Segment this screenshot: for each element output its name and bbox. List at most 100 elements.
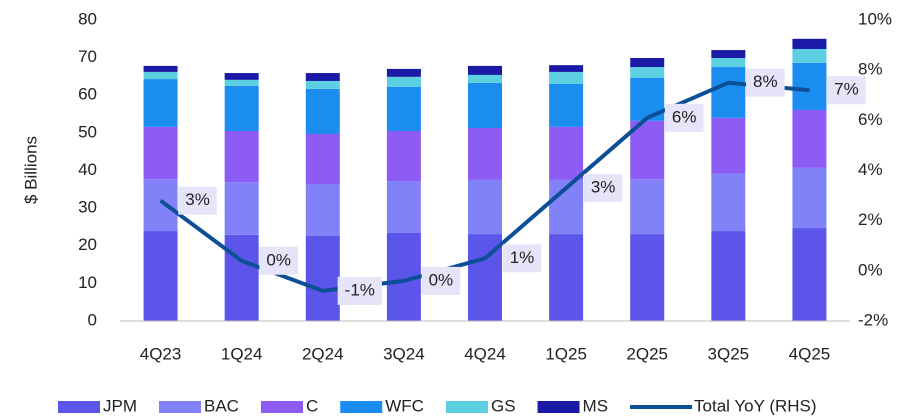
legend-swatch (260, 401, 303, 413)
bar-segment (711, 67, 746, 118)
x-tick-label: 2Q24 (302, 344, 344, 363)
data-label-text: 1% (510, 248, 535, 267)
bar-segment (305, 73, 340, 81)
data-label-box (664, 103, 704, 132)
data-label-text: 3% (185, 190, 210, 209)
data-label-text: 0% (429, 270, 454, 289)
legend-label: Total YoY (RHS) (694, 396, 817, 415)
y-tick-label: 70 (78, 47, 97, 66)
data-label-text: 3% (591, 178, 616, 197)
y-tick-label: 40 (78, 160, 97, 179)
legend-label: JPM (103, 396, 137, 415)
bar-segment (792, 228, 827, 321)
bar-segment (792, 109, 827, 168)
bar-segment (143, 71, 178, 80)
legend-swatch (537, 401, 580, 413)
y2-tick-label: 6% (858, 110, 883, 129)
legend-label: GS (491, 396, 516, 415)
bar-segment (792, 167, 827, 229)
bar-segment (792, 38, 827, 49)
bar-segment (224, 130, 259, 183)
bar-segment (468, 74, 502, 83)
legend-swatch (340, 401, 383, 413)
bar-segment (386, 181, 421, 233)
data-label-box (337, 276, 382, 305)
y-tick-label: 20 (78, 235, 97, 254)
bar-segment (305, 88, 340, 135)
legend-label: WFC (385, 396, 424, 415)
data-label-box (746, 68, 785, 97)
legend-label: C (306, 396, 318, 415)
bar-segment (386, 86, 421, 131)
x-tick-label: 1Q25 (545, 344, 587, 363)
bar-segment (143, 79, 178, 127)
bar-segment (224, 182, 259, 235)
data-label: 3% (178, 186, 217, 215)
y-axis-title: $ Billions (21, 136, 40, 204)
data-label: 7% (827, 76, 866, 105)
bar-segment (143, 65, 178, 72)
legend-swatch (445, 401, 488, 413)
data-label-box (421, 266, 461, 295)
bar-segment (224, 85, 259, 131)
y2-tick-label: 8% (858, 60, 883, 79)
bar-segment (792, 48, 827, 63)
bar-segment (468, 179, 502, 235)
data-label-text: 7% (834, 80, 859, 99)
y2-tick-label: 4% (858, 160, 883, 179)
legend-label: BAC (204, 396, 239, 415)
legend-label: MS (583, 396, 609, 415)
bar-segment (549, 126, 584, 180)
bar-segment (549, 65, 584, 72)
data-label: 0% (259, 246, 298, 275)
y-tick-label: 0 (88, 310, 97, 329)
bar-segment (468, 127, 502, 180)
y-tick-label: 80 (78, 9, 97, 28)
data-label: 6% (664, 103, 704, 132)
data-label-box (502, 244, 542, 273)
y2-tick-label: -2% (858, 310, 888, 329)
bar-segment (224, 73, 259, 80)
bar-segment (792, 62, 827, 110)
data-label-text: 6% (672, 107, 697, 126)
bar-segment (711, 117, 746, 174)
data-label: 1% (502, 244, 542, 273)
bar-segment (386, 130, 421, 182)
data-label-text: 0% (266, 250, 291, 269)
bar-segment (630, 234, 665, 321)
y2-tick-label: 10% (858, 9, 892, 28)
x-tick-label: 4Q23 (140, 344, 182, 363)
bar-segment (711, 58, 746, 68)
bar-segment (630, 179, 665, 235)
data-label-box (259, 246, 298, 275)
data-label-text: 8% (753, 72, 778, 91)
bar-segment (305, 134, 340, 185)
y2-tick-label: 2% (858, 210, 883, 229)
bar-segment (468, 82, 502, 128)
bar-segment (305, 80, 340, 89)
bar-segment (143, 179, 178, 232)
bar-segment (143, 231, 178, 321)
legend-swatch (159, 401, 201, 413)
y-tick-label: 10 (78, 273, 97, 292)
data-label-box (178, 186, 217, 215)
data-label: -1% (337, 276, 382, 305)
bar-segment (386, 68, 421, 77)
bar-segment (305, 184, 340, 236)
x-tick-label: 3Q25 (708, 344, 750, 363)
bar-segment (549, 83, 584, 127)
data-label: 0% (421, 266, 461, 295)
x-tick-label: 4Q25 (789, 344, 831, 363)
bar-segment (224, 234, 259, 321)
bar-segment (305, 235, 340, 321)
data-label-box (827, 76, 866, 105)
data-label-text: -1% (345, 280, 375, 299)
y-tick-label: 60 (78, 85, 97, 104)
x-tick-label: 1Q24 (221, 344, 263, 363)
bar-segment (711, 50, 746, 59)
bar-segment (711, 173, 746, 232)
bar-segment (630, 67, 665, 78)
x-tick-label: 4Q24 (464, 344, 506, 363)
y-tick-label: 50 (78, 122, 97, 141)
